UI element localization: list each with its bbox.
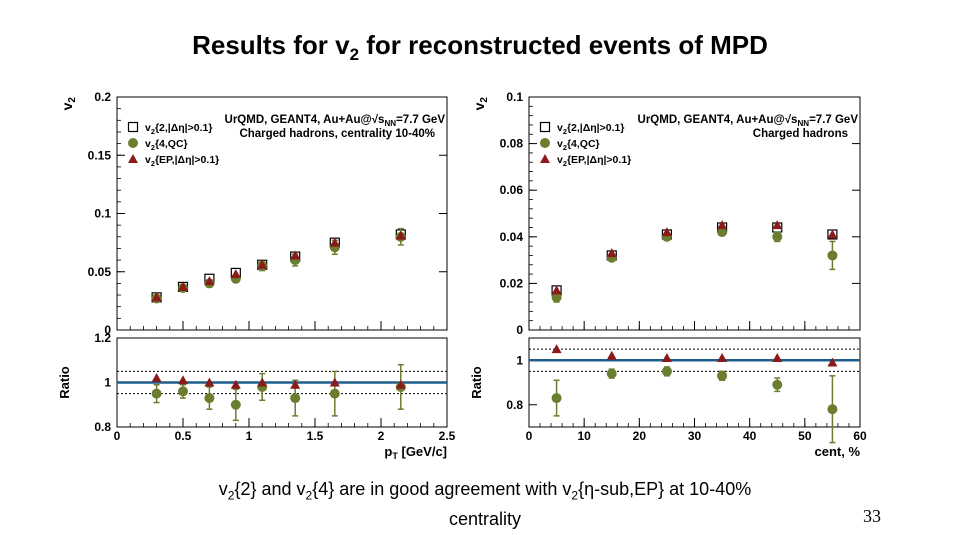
- ratio-y-tick-label: 1: [104, 376, 111, 390]
- caption-line-1: v2{2} and v2{4} are in good agreement wi…: [150, 478, 820, 508]
- legend: v2​{2,|Δη|>0.1} v2​{4,QC} v2​{EP,|Δη|>0.1}: [540, 122, 631, 168]
- legend-entry: v2​{EP,|Δη|>0.1}: [557, 154, 631, 168]
- caption-subscript: 2: [306, 489, 313, 503]
- caption-subscript: 2: [228, 489, 235, 503]
- caption-line-2: centrality: [150, 508, 820, 531]
- ratio-y-tick-label: 1: [516, 353, 523, 367]
- x-tick-label: 20: [633, 429, 647, 443]
- legend-entry: v2​{2,|Δη|>0.1}: [557, 122, 624, 136]
- ratio-point: [662, 366, 672, 376]
- legend-marker: [540, 154, 550, 163]
- ratio-point: [178, 386, 188, 396]
- y-axis-label: v2: [471, 97, 490, 111]
- x-tick-label: 30: [688, 429, 702, 443]
- chart-panel-left: 00.050.10.150.20.811.20 0.5 1 1.5 2 2.5pT [Ge…: [57, 90, 456, 461]
- ratio-point: [178, 375, 188, 384]
- x-tick-label: 10: [577, 429, 591, 443]
- data-point: [827, 229, 837, 238]
- data-point: [772, 232, 782, 242]
- legend-entry: v2​{4,QC}: [557, 138, 600, 152]
- ratio-point: [330, 389, 340, 399]
- y-tick-label: 0.06: [500, 183, 524, 197]
- y-tick-label: 0.1: [506, 90, 523, 104]
- x-tick-label: 1.5: [307, 429, 324, 443]
- ratio-point: [607, 369, 617, 379]
- data-point: [231, 269, 241, 278]
- chart-panel-right: 00.020.040.060.080.10.810 10 20 30 40 50 60cen…: [469, 90, 867, 459]
- annotation-line-2: Charged hadrons, centrality 10-40%: [239, 128, 435, 140]
- ratio-point: [717, 353, 727, 362]
- x-tick-label: 60: [853, 429, 867, 443]
- x-axis-label: pT [GeV/c]: [384, 444, 447, 461]
- data-point: [330, 238, 340, 247]
- y-axis-label: v2: [59, 97, 78, 111]
- ratio-y-tick-label: 0.8: [94, 420, 111, 434]
- ratio-point: [607, 351, 617, 360]
- ratio-point: [552, 393, 562, 403]
- annotation-line-2: Charged hadrons: [753, 128, 848, 140]
- ratio-point: [231, 380, 241, 389]
- y-tick-label: 0.1: [94, 207, 111, 221]
- ratio-y-tick-label: 1.2: [94, 331, 111, 345]
- ratio-point: [152, 373, 162, 382]
- x-tick-label: 0: [114, 429, 121, 443]
- ratio-point: [827, 404, 837, 414]
- y-tick-label: 0.04: [500, 230, 524, 244]
- ratio-point: [662, 353, 672, 362]
- legend-marker: [128, 154, 138, 163]
- legend-entry: v2​{2,|Δη|>0.1}: [145, 122, 212, 136]
- ratio-point: [827, 357, 837, 366]
- x-axis-label: cent, %: [814, 444, 860, 459]
- legend-entry: v2​{EP,|Δη|>0.1}: [145, 154, 219, 168]
- legend-marker: [541, 123, 550, 132]
- x-tick-label: 2: [378, 429, 385, 443]
- ratio-point: [204, 393, 214, 403]
- ratio-point: [717, 371, 727, 381]
- y-tick-label: 0.08: [500, 137, 524, 151]
- y-tick-label: 0.15: [88, 148, 112, 162]
- data-point: [717, 220, 727, 229]
- ratio-point: [772, 353, 782, 362]
- slide-caption: v2{2} and v2{4} are in good agreement wi…: [150, 478, 820, 531]
- data-point: [827, 250, 837, 260]
- data-point: [772, 220, 782, 229]
- x-tick-label: 2.5: [439, 429, 456, 443]
- ratio-y-tick-label: 0.8: [506, 398, 523, 412]
- page-number: 33: [863, 506, 881, 527]
- y-tick-label: 0.02: [500, 276, 524, 290]
- legend-marker: [128, 138, 138, 148]
- ratio-point: [231, 400, 241, 410]
- data-point: [662, 227, 672, 236]
- legend-marker: [540, 138, 550, 148]
- y-tick-label: 0.05: [88, 265, 112, 279]
- legend-entry: v2​{4,QC}: [145, 138, 188, 152]
- ratio-axis-label: Ratio: [469, 366, 484, 399]
- annotation-line-1: UrQMD, GEANT4, Au+Au@√sNN​=7.7 GeV: [638, 113, 859, 128]
- ratio-axis-label: Ratio: [57, 366, 72, 399]
- ratio-point: [290, 393, 300, 403]
- caption-subscript: 2: [571, 489, 578, 503]
- x-tick-label: 1: [246, 429, 253, 443]
- y-tick-label: 0: [516, 323, 523, 337]
- data-point: [607, 248, 617, 257]
- annotation-line-1: UrQMD, GEANT4, Au+Au@√sNN​=7.7 GeV: [225, 113, 446, 128]
- legend: v2​{2,|Δη|>0.1} v2​{4,QC} v2​{EP,|Δη|>0.1}: [128, 122, 219, 168]
- data-point: [552, 285, 562, 294]
- ratio-pad-frame: [529, 338, 860, 427]
- x-tick-label: 40: [743, 429, 757, 443]
- x-tick-label: 50: [798, 429, 812, 443]
- legend-marker: [129, 123, 138, 132]
- x-tick-label: 0: [526, 429, 533, 443]
- x-tick-label: 0.5: [175, 429, 192, 443]
- ratio-point: [772, 380, 782, 390]
- ratio-point: [152, 389, 162, 399]
- y-tick-label: 0.2: [94, 90, 111, 104]
- ratio-point: [290, 380, 300, 389]
